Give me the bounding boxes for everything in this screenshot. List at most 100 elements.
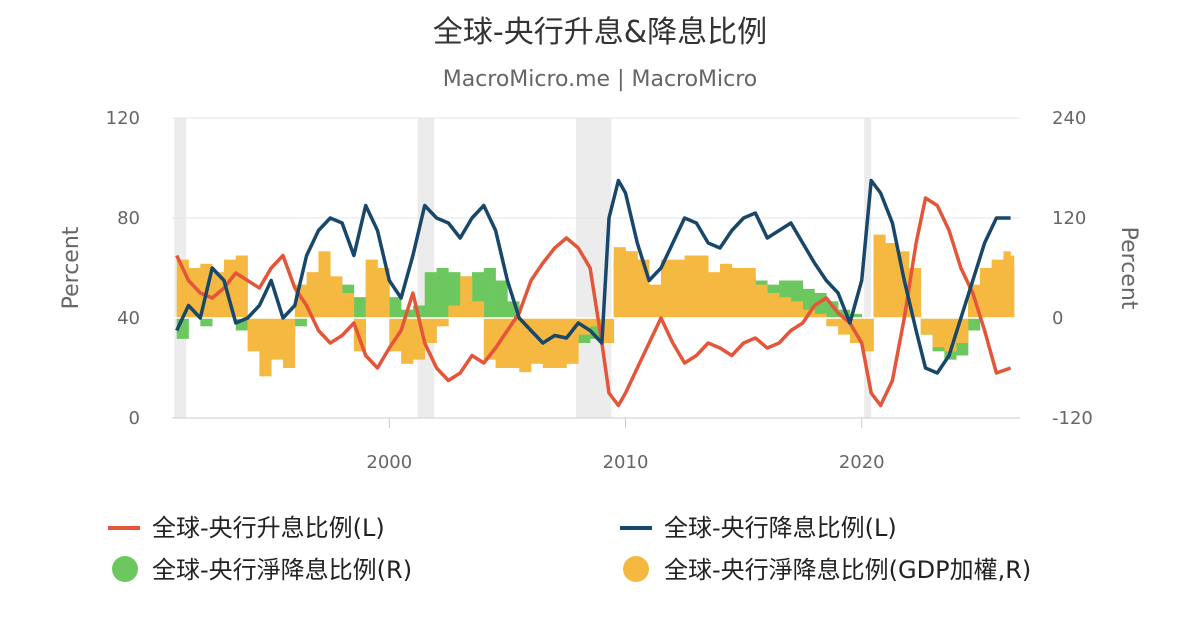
x-tick-label: 2010: [603, 452, 649, 473]
bar-0-10: [294, 318, 307, 327]
chart-title: 全球-央行升息&降息比例: [433, 15, 767, 50]
legend-item-cut[interactable]: 全球-央行降息比例(L): [620, 514, 897, 542]
bar-1-50: [767, 293, 780, 318]
bar-1-37: [613, 247, 626, 318]
bar-1-35: [590, 318, 603, 327]
bar-1-27: [495, 318, 508, 368]
left-tick-label: 120: [106, 108, 140, 129]
legend-cut-label: 全球-央行降息比例(L): [664, 514, 897, 542]
bar-0-56: [838, 309, 851, 318]
bar-1-9: [283, 318, 296, 368]
bar-1-59: [873, 234, 886, 318]
recession-band-3: [864, 118, 872, 418]
bar-1-58: [861, 318, 874, 352]
bar-1-39: [637, 259, 650, 318]
legend-net-cut-gdp-label: 全球-央行淨降息比例(GDP加權,R): [664, 556, 1031, 584]
left-tick-label: 0: [129, 408, 140, 429]
bar-1-47: [731, 268, 744, 318]
bar-1-69: [991, 259, 1004, 318]
recession-bands: [174, 118, 872, 418]
bar-0-26: [483, 268, 496, 318]
bar-1-11: [306, 272, 319, 318]
right-tick-label: 120: [1052, 208, 1086, 229]
bar-0-55: [826, 301, 839, 318]
bar-1-68: [979, 268, 992, 318]
bar-0-2: [200, 318, 213, 327]
bar-1-55: [826, 318, 839, 327]
bar-1-40: [649, 284, 662, 318]
bar-0-22: [436, 268, 449, 318]
bar-1-51: [779, 297, 792, 318]
bar-0-27: [495, 280, 508, 318]
bar-1-13: [330, 276, 343, 318]
bar-1-42: [672, 259, 685, 318]
x-tick-label: 2020: [839, 452, 885, 473]
bar-1-52: [790, 301, 803, 318]
bar-1-54: [814, 313, 827, 318]
bar-1-14: [342, 293, 355, 318]
bar-1-49: [755, 284, 768, 318]
bar-1-12: [318, 251, 331, 318]
bar-1-8: [271, 318, 284, 360]
legend-item-net-cut-gdp[interactable]: 全球-央行淨降息比例(GDP加權,R): [623, 556, 1031, 584]
legend-item-hike[interactable]: 全球-央行升息比例(L): [108, 514, 385, 542]
legend-net-cut-gdp-dot: [623, 556, 649, 582]
bar-1-22: [436, 318, 449, 327]
chart-subtitle: MacroMicro.me | MacroMicro: [443, 67, 758, 92]
bar-1-17: [377, 268, 390, 318]
bar-1-24: [460, 276, 473, 318]
bar-1-19: [401, 318, 414, 364]
legend-hike-label: 全球-央行升息比例(L): [152, 514, 385, 542]
left-axis-title: Percent: [59, 226, 84, 309]
recession-band-1: [417, 118, 435, 418]
axis-ticks: 0 40 80 120 -120 0 120 240 2000 2010 2020: [106, 108, 1093, 473]
bar-0-57: [849, 313, 863, 318]
bar-1-60: [885, 243, 898, 318]
bar-0-15: [353, 297, 366, 318]
bar-1-29: [519, 318, 532, 373]
bar-0-18: [389, 297, 402, 318]
legend-net-cut-dot: [112, 556, 138, 582]
bar-1-62: [908, 268, 922, 318]
bar-1-38: [625, 251, 638, 318]
right-tick-label: -120: [1052, 408, 1093, 429]
bar-1-43: [684, 255, 697, 318]
x-tick-label: 2000: [366, 452, 412, 473]
bar-1-32: [554, 318, 567, 368]
bar-1-63: [920, 318, 933, 335]
bar-1-30: [531, 318, 544, 364]
bar-1-5: [235, 255, 248, 318]
legend: 全球-央行升息比例(L) 全球-央行降息比例(L) 全球-央行淨降息比例(R) …: [108, 514, 1031, 584]
bar-1-70: [1003, 251, 1011, 318]
right-tick-label: 240: [1052, 108, 1086, 129]
bar-1-25: [471, 301, 485, 318]
bar-1-23: [448, 305, 461, 318]
bar-1-36: [601, 318, 615, 343]
right-axis-title: Percent: [1116, 227, 1141, 310]
bar-1-1: [188, 268, 201, 318]
left-tick-label: 80: [117, 208, 140, 229]
left-tick-label: 40: [117, 308, 140, 329]
bar-1-28: [507, 318, 520, 368]
bar-1-33: [566, 318, 579, 364]
bar-0-67: [968, 318, 981, 331]
bar-1-44: [696, 255, 709, 318]
line-series: [175, 178, 1012, 408]
bar-1-21: [424, 318, 437, 343]
bar-1-7: [259, 318, 272, 377]
bar-0-21: [424, 272, 437, 318]
bar-1-6: [247, 318, 260, 352]
bar-1-16: [365, 259, 378, 318]
bar-1-41: [660, 259, 674, 318]
bar-1-48: [743, 268, 756, 318]
bar-1-71: [1010, 255, 1015, 318]
bar-1-45: [708, 272, 721, 318]
bar-1-46: [720, 263, 733, 318]
bar-1-31: [542, 318, 555, 368]
line-series-1: [175, 178, 1011, 375]
bar-1-64: [932, 318, 945, 348]
legend-item-net-cut[interactable]: 全球-央行淨降息比例(R): [112, 556, 412, 584]
legend-net-cut-label: 全球-央行淨降息比例(R): [152, 556, 412, 584]
right-tick-label: 0: [1052, 308, 1063, 329]
